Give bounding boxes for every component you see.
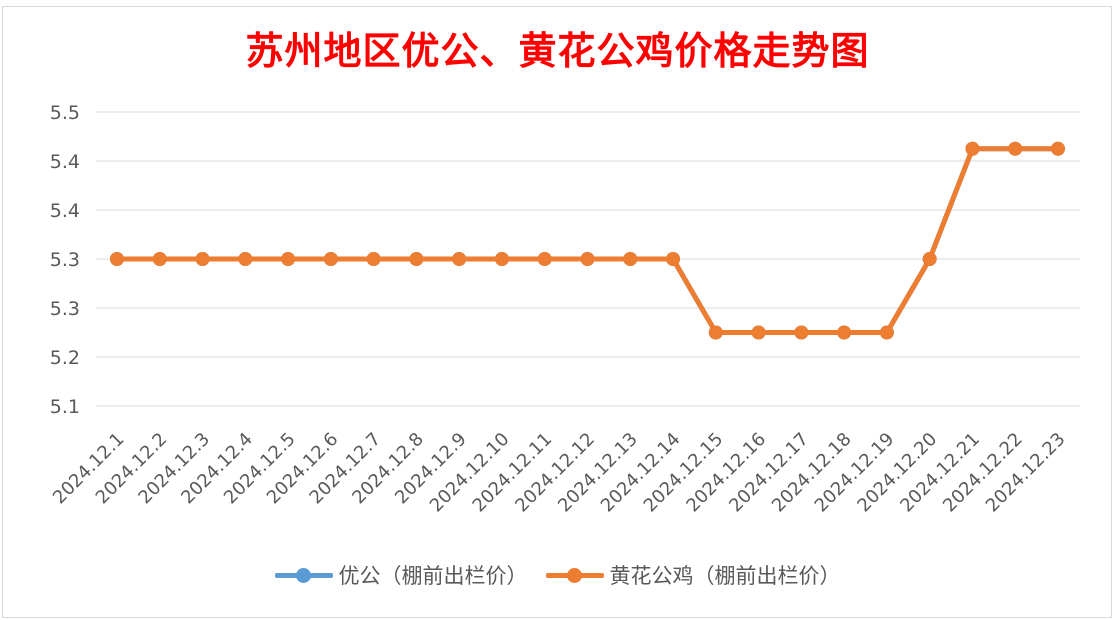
chart-title: 苏州地区优公、黄花公鸡价格走势图 <box>245 28 870 73</box>
data-point[interactable] <box>452 252 467 266</box>
data-point[interactable] <box>623 252 638 266</box>
y-tick-label: 5.3 <box>50 298 80 320</box>
data-point[interactable] <box>409 252 424 266</box>
data-point[interactable] <box>195 252 210 266</box>
data-point[interactable] <box>238 252 253 266</box>
series-2 <box>110 141 1065 340</box>
y-tick-label: 5.1 <box>50 396 80 418</box>
legend-label-series-1: 优公（棚前出栏价） <box>338 564 528 588</box>
legend-label-series-2: 黄花公鸡（棚前出栏价） <box>609 564 841 588</box>
legend-swatch-series-2 <box>545 568 604 583</box>
gridlines <box>96 111 1080 407</box>
legend-item-series-1[interactable]: 优公（棚前出栏价） <box>274 560 528 590</box>
data-point[interactable] <box>965 141 980 156</box>
data-point[interactable] <box>323 252 338 266</box>
data-point[interactable] <box>281 252 296 266</box>
legend-item-series-2[interactable]: 黄花公鸡（棚前出栏价） <box>545 560 841 590</box>
series-line <box>114 146 1061 335</box>
data-point[interactable] <box>580 252 595 266</box>
data-point[interactable] <box>666 252 681 266</box>
y-tick-label: 5.2 <box>50 347 80 369</box>
y-tick-label: 5.5 <box>50 102 80 124</box>
data-point[interactable] <box>366 252 381 266</box>
legend-swatch-series-1 <box>274 568 333 583</box>
series-1 <box>110 141 1065 340</box>
data-point[interactable] <box>494 252 509 266</box>
y-tick-label: 5.4 <box>50 151 80 173</box>
data-point[interactable] <box>110 252 124 266</box>
series-line <box>114 146 1061 335</box>
data-point[interactable] <box>879 325 894 340</box>
series-lines <box>110 141 1065 340</box>
y-tick-label: 5.3 <box>50 249 80 271</box>
data-point[interactable] <box>537 252 552 266</box>
data-point[interactable] <box>708 325 723 340</box>
data-point[interactable] <box>1051 141 1065 156</box>
data-point[interactable] <box>152 252 167 266</box>
data-point[interactable] <box>751 325 766 340</box>
y-axis-ticks: 5.1 5.2 5.3 5.3 5.4 5.4 5.5 <box>50 102 80 418</box>
data-point[interactable] <box>794 325 809 340</box>
data-point[interactable] <box>837 325 852 340</box>
x-axis-ticks: 2024.12.12024.12.22024.12.32024.12.42024… <box>49 429 1070 517</box>
y-tick-label: 5.4 <box>50 200 80 222</box>
chart-frame <box>2 6 1112 618</box>
legend: 优公（棚前出栏价） 黄花公鸡（棚前出栏价） <box>0 560 1115 590</box>
data-point[interactable] <box>1008 141 1023 156</box>
data-point[interactable] <box>922 252 937 266</box>
